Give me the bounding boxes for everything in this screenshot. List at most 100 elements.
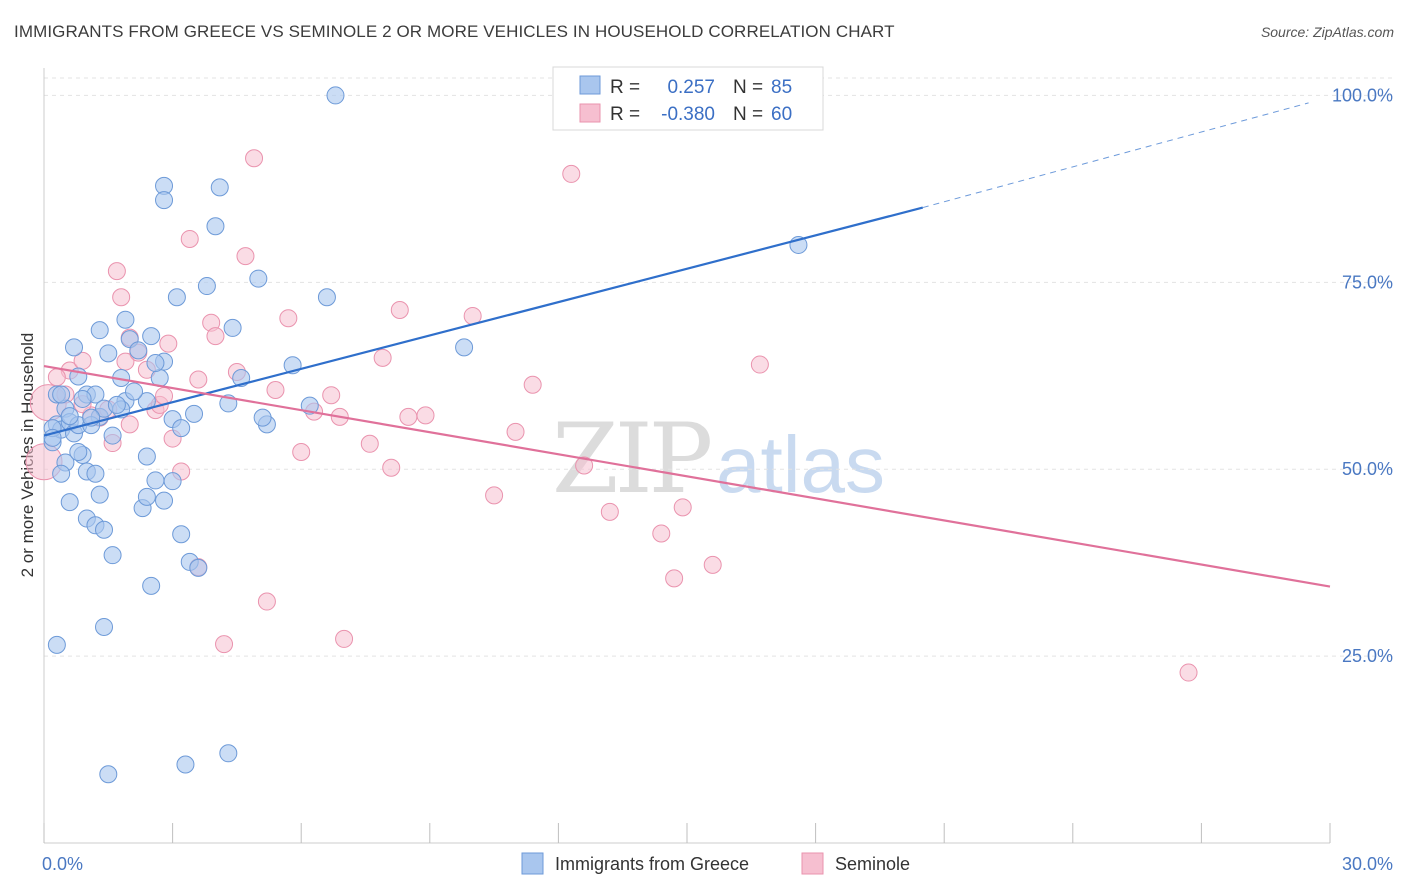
greece-point	[137, 487, 156, 506]
legend-n-label-1: N =	[733, 77, 763, 98]
y-tick-label: 50.0%	[1342, 459, 1393, 479]
greece-point	[172, 419, 191, 438]
greece-point	[206, 217, 225, 236]
series-label-greece: Immigrants from Greece	[555, 854, 749, 874]
seminole-point	[279, 309, 298, 328]
greece-point	[197, 277, 216, 296]
stats-legend: R = 0.257 N = 85 R = -0.380 N = 60	[552, 66, 824, 131]
greece-point	[125, 382, 144, 401]
seminole-point	[373, 348, 392, 367]
greece-point	[137, 447, 156, 466]
seminole-point	[257, 592, 276, 611]
seminole-point	[112, 288, 131, 307]
greece-point	[86, 464, 105, 483]
greece-point	[253, 408, 272, 427]
series-swatch-greece	[521, 852, 544, 875]
greece-point	[116, 310, 135, 329]
seminole-point	[416, 406, 435, 425]
legend-n-value-1: 85	[771, 77, 792, 98]
seminole-point	[382, 458, 401, 477]
seminole-point	[506, 422, 525, 441]
seminole-trend-line	[43, 364, 1331, 588]
greece-point	[210, 178, 229, 197]
greece-point	[99, 344, 118, 363]
watermark-zip: ZIP	[552, 403, 711, 515]
y-tick-label: 25.0%	[1342, 646, 1393, 666]
seminole-point	[215, 635, 234, 654]
greece-point	[90, 485, 109, 504]
greece-trend-line	[43, 206, 924, 437]
seminole-point	[485, 486, 504, 505]
greece-point	[219, 744, 238, 763]
seminole-point	[322, 386, 341, 405]
greece-point	[455, 338, 474, 357]
seminole-point	[292, 443, 311, 462]
series-legend: Immigrants from Greece Seminole	[521, 852, 910, 875]
greece-point	[65, 338, 84, 357]
legend-r-value-2: -0.380	[661, 104, 715, 125]
seminole-point	[245, 149, 264, 168]
seminole-point	[652, 524, 671, 543]
greece-point	[52, 464, 71, 483]
legend-n-value-2: 60	[771, 104, 792, 125]
greece-point	[249, 269, 268, 288]
legend-r-label-2: R =	[610, 104, 640, 125]
chart-title: IMMIGRANTS FROM GREECE VS SEMINOLE 2 OR …	[14, 22, 895, 41]
greece-point	[326, 86, 345, 105]
greece-point	[155, 191, 174, 210]
seminole-point	[159, 334, 178, 353]
greece-point	[146, 471, 165, 490]
source-credit: Source: ZipAtlas.com	[1260, 24, 1394, 40]
seminole-point	[575, 456, 594, 475]
watermark-atlas: atlas	[716, 420, 885, 509]
seminole-point	[390, 300, 409, 319]
y-tick-labels: 25.0% 50.0% 75.0% 100.0%	[1332, 85, 1393, 666]
x-tick-label-max: 30.0%	[1342, 854, 1393, 874]
seminole-point	[236, 247, 255, 266]
seminole-point	[562, 164, 581, 183]
greece-point	[129, 341, 148, 360]
seminole-point	[107, 262, 126, 281]
greece-point	[163, 472, 182, 491]
greece-point	[52, 385, 71, 404]
greece-point	[189, 558, 208, 577]
greece-point	[99, 765, 118, 784]
seminole-point	[189, 370, 208, 389]
greece-point	[60, 407, 79, 426]
trend-lines	[43, 102, 1331, 588]
greece-point	[60, 493, 79, 512]
y-tick-label: 100.0%	[1332, 85, 1393, 105]
greece-point	[146, 354, 165, 373]
seminole-point	[399, 407, 418, 426]
greece-point	[69, 443, 88, 462]
seminole-point	[47, 368, 66, 387]
seminole-point	[116, 352, 135, 371]
seminole-point	[703, 555, 722, 574]
legend-swatch-blue	[579, 75, 601, 95]
seminole-point	[206, 327, 225, 346]
legend-r-label-1: R =	[610, 77, 640, 98]
greece-point	[176, 755, 195, 774]
greece-point	[155, 491, 174, 510]
seminole-point	[360, 434, 379, 453]
greece-point	[47, 635, 66, 654]
legend-r-value-1: 0.257	[667, 77, 715, 98]
seminole-point	[523, 375, 542, 394]
greece-point	[103, 546, 122, 565]
seminole-point	[180, 229, 199, 248]
greece-point	[317, 288, 336, 307]
greece-point	[185, 404, 204, 423]
seminole-point	[335, 629, 354, 648]
greece-point	[95, 617, 114, 636]
x-tick-label-min: 0.0%	[42, 854, 83, 874]
seminole-point	[750, 355, 769, 374]
seminole-point	[665, 569, 684, 588]
greece-point	[142, 576, 161, 595]
greece-point	[95, 520, 114, 539]
legend-n-label-2: N =	[733, 104, 763, 125]
greece-point	[223, 318, 242, 337]
greece-point	[167, 288, 186, 307]
seminole-point	[120, 415, 139, 434]
series-swatch-seminole	[801, 852, 824, 875]
